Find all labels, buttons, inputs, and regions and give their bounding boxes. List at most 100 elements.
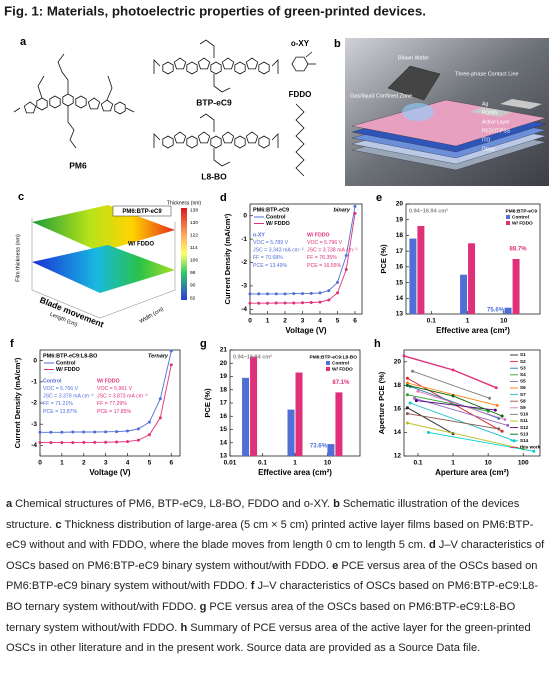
y-tick-label: -1: [31, 379, 37, 386]
point: [115, 440, 119, 444]
inset-title: PM6:BTP-eC9: [253, 207, 289, 213]
point: [318, 291, 322, 295]
caption-text: PCE versus area of the OSCs based on PM6…: [6, 559, 538, 593]
x-axis-label: Voltage (V): [89, 468, 131, 477]
layer-label: PEDOT:PSS: [482, 128, 511, 134]
ring: [162, 135, 174, 149]
x-axis-label: Effective area (cm²): [258, 468, 332, 477]
legend-label: S3: [520, 365, 526, 370]
ring: [186, 61, 198, 75]
point: [405, 376, 409, 380]
range-label: 0.94~16.94 cm²: [233, 353, 272, 360]
point: [283, 301, 287, 305]
panel-letter: d: [220, 192, 227, 204]
colorbar-tick: 114: [190, 245, 198, 251]
chain: [295, 103, 305, 177]
point: [506, 423, 510, 427]
point: [82, 430, 86, 434]
point: [147, 433, 151, 437]
y-tick-label: 20: [394, 358, 402, 365]
ring: [210, 135, 222, 149]
point: [60, 430, 64, 434]
point: [427, 430, 431, 434]
y-tick-label: -3: [241, 283, 247, 290]
annotation: o-XY: [253, 232, 265, 238]
caption-label: c: [55, 518, 62, 531]
x-axis-label: Voltage (V): [285, 326, 327, 335]
legend-label: W/ FDDO: [56, 367, 81, 373]
device-layers: [351, 99, 547, 171]
point: [126, 429, 129, 433]
ring: [173, 131, 187, 144]
legend-swatch: [506, 221, 510, 225]
x-tick-label: 10: [500, 318, 508, 325]
ring: [75, 95, 87, 109]
chain: [153, 133, 161, 148]
annotation: Control: [43, 378, 62, 384]
bar: [327, 444, 335, 456]
electrode: [500, 99, 542, 109]
point: [405, 421, 409, 425]
figure-title: Fig. 1: Materials, photoelectric propert…: [4, 4, 426, 19]
x-tick-label: 100: [518, 460, 529, 467]
y-tick-label: 14: [220, 439, 228, 446]
point: [38, 430, 42, 434]
axis-label: Film thickness (nm): [15, 234, 21, 282]
point: [353, 211, 357, 215]
point: [147, 420, 151, 424]
point: [405, 383, 409, 387]
point: [292, 292, 296, 296]
y-tick-label: 16: [394, 406, 402, 413]
y-tick-label: 18: [220, 386, 228, 393]
plot-frame: [249, 203, 363, 315]
ring: [197, 57, 211, 70]
legend-label: S10: [520, 412, 529, 417]
y-tick-label: 20: [396, 201, 404, 208]
point: [49, 430, 53, 434]
y-tick-label: 20: [220, 360, 228, 367]
annotation: PCE = 13.49%: [253, 263, 288, 269]
chain: [213, 74, 231, 93]
point: [493, 408, 497, 412]
y-tick-label: -3: [31, 421, 37, 428]
surface: [32, 245, 175, 293]
y-axis-label: PCE (%): [379, 244, 388, 274]
point: [500, 429, 504, 433]
surface-label: Control: [118, 288, 140, 294]
x-tick-label: 4: [126, 460, 130, 467]
series-line: [407, 394, 489, 412]
point: [169, 349, 173, 353]
caption-text: J–V characteristics of OSCs based on PM6…: [6, 539, 545, 572]
series-line: [407, 413, 499, 430]
point: [336, 280, 339, 284]
y-axis-label: Current Density (mA/cm²): [13, 357, 22, 448]
ring: [173, 57, 187, 70]
molecule-drawings: [13, 39, 316, 177]
legend-label: Control: [512, 214, 529, 220]
y-tick-label: -4: [241, 306, 247, 313]
y-tick-label: 0: [33, 357, 37, 364]
point: [344, 268, 348, 272]
x-tick-label: 0: [38, 460, 42, 467]
series-line: [407, 382, 498, 406]
point: [405, 406, 409, 410]
point: [274, 292, 278, 296]
colorbar-tick: 122: [190, 232, 198, 238]
annotation: JSC = 3.379 mA cm⁻²: [43, 394, 94, 400]
ring: [258, 61, 270, 75]
annotation: FF = 70.68%: [253, 255, 283, 261]
bar: [504, 307, 512, 314]
point: [451, 394, 455, 398]
caption-text: Thickness distribution of large-area (5 …: [6, 518, 534, 552]
layer-label: PDINN: [482, 110, 498, 116]
point: [327, 298, 331, 302]
x-tick-label: 1: [60, 460, 64, 467]
caption-label: b: [333, 498, 340, 510]
bar: [512, 259, 520, 314]
colorbar-tick: 106: [190, 258, 198, 264]
panel-letter: a: [20, 36, 27, 48]
x-tick-label: 10: [485, 460, 493, 467]
bar: [287, 409, 295, 456]
chain: [13, 107, 21, 113]
caption-label: g: [199, 600, 207, 613]
